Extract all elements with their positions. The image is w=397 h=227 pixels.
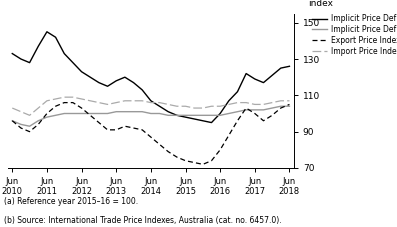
Legend: Implicit Price Deflators Goods credits (a), Implicit Price Deflators Goods debit: Implicit Price Deflators Goods credits (… [312,14,397,56]
Text: (a) Reference year 2015–16 = 100.: (a) Reference year 2015–16 = 100. [4,197,138,207]
Text: index: index [308,0,333,8]
Text: (b) Source: International Trade Price Indexes, Australia (cat. no. 6457.0).: (b) Source: International Trade Price In… [4,216,281,225]
